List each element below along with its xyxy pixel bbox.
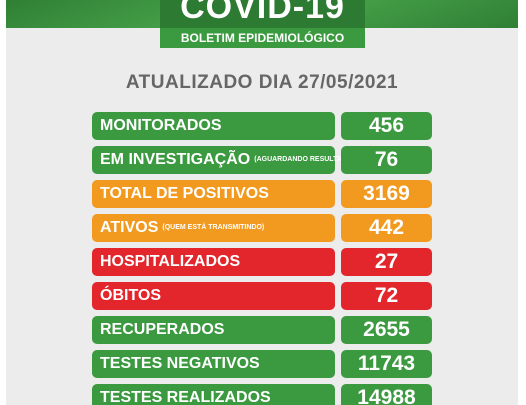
row-note: (QUEM ESTÁ TRANSMITINDO) [162,224,265,231]
row-label: ÓBITOS [100,287,162,304]
row-value: 456 [341,112,432,140]
row-value: 27 [341,248,432,276]
row-label: TOTAL DE POSITIVOS [100,185,269,202]
row-label-box: MONITORADOS [92,112,335,140]
row-label: ATIVOS [100,219,159,237]
row-value: 11743 [341,350,432,378]
row-label: RECUPERADOS [100,321,225,338]
row-label: EM INVESTIGAÇÃO [100,151,251,169]
row-value: 442 [341,214,432,242]
row-note: (AGUARDANDO RESULTADO) [254,156,355,163]
row-label-box: TESTES REALIZADOS [92,384,335,405]
title: COVID-19 [160,0,365,28]
row-label-box: HOSPITALIZADOS [92,248,335,276]
subtitle: BOLETIM EPIDEMIOLÓGICO [160,28,365,48]
row-label: HOSPITALIZADOS [100,253,241,270]
row-label-box: ATIVOS (QUEM ESTÁ TRANSMITINDO) [92,214,335,242]
row-label: MONITORADOS [100,117,222,134]
panel: COVID-19 BOLETIM EPIDEMIOLÓGICO ATUALIZA… [6,0,518,405]
row-label-box: TOTAL DE POSITIVOS [92,180,335,208]
row-label: TESTES NEGATIVOS [100,355,260,372]
row-label-box: RECUPERADOS [92,316,335,344]
updated-date: ATUALIZADO DIA 27/05/2021 [125,72,399,93]
row-label-box: EM INVESTIGAÇÃO (AGUARDANDO RESULTADO) [92,146,355,174]
row-label-box: TESTES NEGATIVOS [92,350,335,378]
row-label-box: ÓBITOS [92,282,335,310]
row-value: 2655 [341,316,432,344]
row-value: 76 [341,146,432,174]
row-value: 3169 [341,180,432,208]
row-label: TESTES REALIZADOS [100,389,271,405]
row-value: 72 [341,282,432,310]
row-value: 14988 [341,384,432,405]
